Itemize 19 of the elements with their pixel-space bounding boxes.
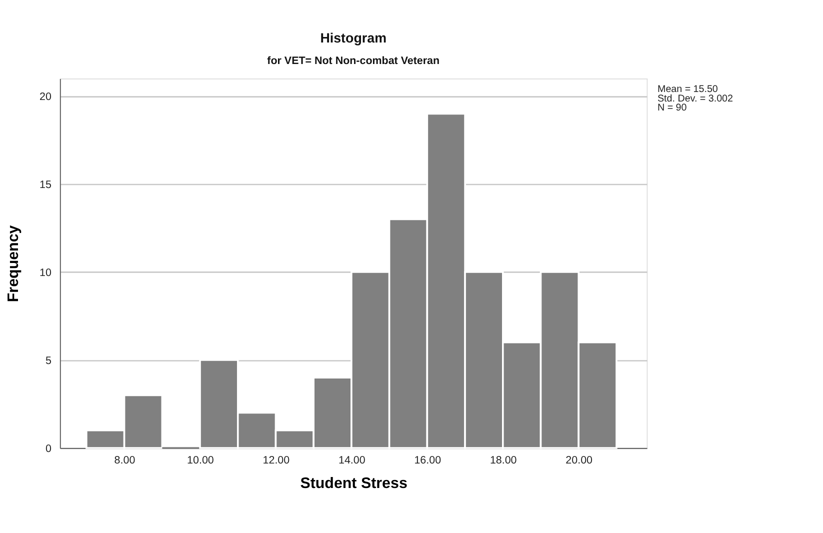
- x-tick-label: 18.00: [490, 454, 517, 467]
- x-tick-label: 14.00: [338, 454, 366, 467]
- y-tick-label: 0: [45, 442, 52, 455]
- y-tick-label: 10: [40, 267, 52, 280]
- text: N = 90: [658, 102, 688, 114]
- chart-subtitle: for VET= Not Non-combat Veteran: [267, 55, 440, 68]
- chart-title: Histogram: [320, 30, 387, 46]
- x-tick-label: 10.00: [187, 454, 214, 467]
- y-axis-title: Frequency: [5, 224, 22, 302]
- text: Mean = 15.50: [658, 84, 718, 95]
- x-tick-label: 16.00: [414, 454, 442, 467]
- x-tick-label: 8.00: [114, 454, 136, 467]
- x-axis-title: Student Stress: [300, 474, 408, 492]
- text: Std. Dev. = 3.002: [658, 93, 734, 104]
- x-tick-label: 12.00: [262, 454, 290, 467]
- y-tick-label: 20: [40, 91, 52, 104]
- x-tick-label: 20.00: [566, 454, 593, 467]
- y-tick-label: 5: [45, 355, 52, 368]
- y-tick-label: 15: [40, 179, 52, 192]
